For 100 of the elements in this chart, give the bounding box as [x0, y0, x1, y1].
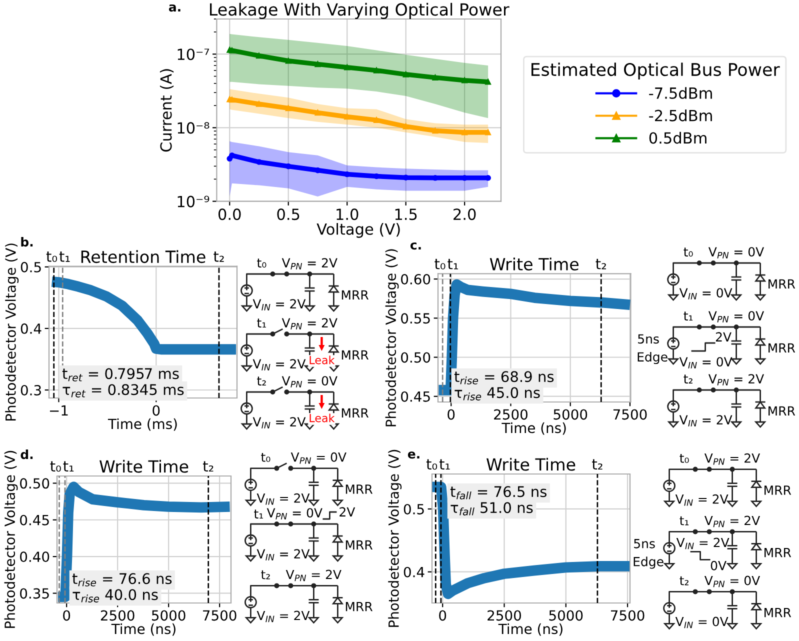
text: V$_{IN}$ = 2V [252, 359, 306, 370]
annotation: τ$_{ret}$ = 0.8345 ms [62, 384, 184, 398]
x-tick-label: 7500 [613, 409, 647, 420]
ref-line-label: t₀ [434, 258, 446, 270]
text: t₂ [680, 576, 688, 586]
ref-line-label: t₀ [50, 461, 61, 472]
y-axis-title: Current (A) [160, 69, 174, 152]
text: MRR [346, 602, 372, 612]
text: V$_{PN}$ = 2V [282, 318, 338, 330]
text: V$_{IN}$ = 0V [675, 616, 728, 628]
text: Leak [310, 414, 335, 422]
text: V$_{PN}$ = 0V [708, 247, 764, 258]
annotation: t$_{rise}$ = 68.9 ns [454, 371, 554, 384]
text: b. [21, 236, 33, 247]
y-tick-label: 0.50 [20, 478, 50, 489]
legend-label: -2.5dBm [649, 110, 712, 122]
text: V$_{PN}$ = 0V [708, 311, 764, 322]
text: MRR [346, 540, 372, 550]
y-tick-label: 10⁻⁸ [178, 122, 210, 134]
text: V$_{IN}$ = 2V [252, 299, 306, 310]
y-tick-label: 0.50 [401, 352, 430, 363]
text: MRR [342, 408, 368, 418]
ref-line-label: t₀ [46, 252, 58, 262]
text: 2V [340, 507, 356, 516]
text: V$_{PN}$ = 2V [282, 258, 338, 270]
x-tick-label: 0 [63, 610, 70, 621]
text: MRR [342, 350, 368, 360]
ref-line-label: t₀ [426, 459, 438, 470]
y-tick-label: 10⁻⁹ [178, 196, 210, 208]
ref-line-label: t₁ [439, 459, 450, 470]
text: Edge [634, 556, 664, 569]
y-tick-label: 0.5 [404, 504, 424, 514]
legend-label: -7.5dBm [649, 87, 712, 99]
text: V$_{PN}$ = 0V [282, 376, 338, 388]
ref-line-label: t₂ [202, 461, 214, 472]
text: MRR [342, 290, 368, 300]
text: V$_{IN}$ = 2V [256, 549, 310, 560]
text: MRR [764, 486, 792, 495]
text: t₁ [680, 516, 689, 526]
text: a. [168, 4, 180, 12]
legend-label: 0.5dBm [649, 132, 706, 144]
x-axis-title: Time (ns) [111, 623, 176, 636]
annotation: τ$_{rise}$ 45.0 ns [454, 387, 540, 400]
y-tick-label: 0.35 [20, 588, 49, 599]
chart-title: Retention Time [81, 250, 206, 264]
text: t₁ [257, 318, 266, 328]
x-tick-label: 7500 [611, 610, 644, 621]
text: t₁ [254, 510, 263, 518]
text: V$_{PN}$ = 2V [708, 374, 764, 386]
x-tick-label: 0.5 [277, 208, 300, 220]
x-tick-label: 7500 [203, 610, 236, 621]
text: Leak [310, 356, 335, 364]
y-axis-title: Photodetector Voltage (V) [385, 249, 399, 426]
y-tick-label: 0.55 [401, 313, 430, 324]
x-axis-title: Time (ns) [498, 623, 562, 636]
chart-title: Write Time [100, 460, 188, 473]
text: MRR [768, 279, 796, 288]
x-tick-label: 2500 [494, 409, 528, 420]
ref-line-label: t₂ [214, 252, 224, 262]
x-tick-label: 2.0 [454, 208, 476, 220]
x-tick-label: 5000 [549, 610, 583, 621]
ref-line-label: t₂ [592, 459, 602, 470]
text: 5ns [638, 334, 659, 344]
text: c. [410, 242, 421, 250]
annotation: τ$_{rise}$ 40.0 ns [72, 589, 158, 602]
ref-line-label: t₁ [59, 252, 70, 262]
chart-title: Write Time [486, 458, 576, 471]
y-tick-label: 0.45 [20, 514, 49, 526]
chart-title: Leakage With Varying Optical Power [210, 2, 510, 19]
x-axis-title: Voltage (V) [316, 223, 400, 238]
y-tick-label: 0.40 [20, 552, 50, 562]
y-tick-label: 0.3 [20, 384, 41, 396]
x-tick-label: 0 [448, 409, 455, 420]
text: t₀ [684, 248, 693, 257]
text: V$_{PN}$ = 0V [290, 452, 346, 464]
text: MRR [768, 343, 796, 352]
text: V$_{PN}$ = 2V [704, 453, 760, 465]
text: 0V [710, 560, 726, 570]
text: V$_{PN}$ = 2V [286, 570, 342, 582]
text: d. [20, 449, 33, 460]
text: MRR [346, 484, 372, 494]
ref-line-label: t₂ [596, 258, 606, 270]
text: MRR [768, 406, 796, 416]
x-tick-label: 0 [152, 405, 160, 416]
annotation: t$_{rise}$ = 76.6 ns [72, 573, 172, 586]
ref-line-label: t₁ [448, 258, 458, 270]
y-axis-title: Photodetector Voltage (V) [4, 450, 18, 628]
text: t₀ [261, 452, 270, 462]
x-tick-label: −1 [50, 405, 68, 416]
y-tick-label: 10⁻⁷ [178, 48, 210, 60]
text: t₂ [684, 374, 692, 384]
annotation: t$_{fall}$ = 76.5 ns [450, 486, 547, 500]
text: Edge [638, 352, 668, 364]
y-tick-label: 0.4 [20, 323, 42, 334]
x-tick-label: 0.0 [218, 208, 241, 220]
y-tick-label: 0.60 [401, 274, 430, 284]
x-tick-label: 0 [439, 610, 446, 621]
y-tick-label: 0.4 [404, 566, 424, 578]
text: t₂ [257, 376, 266, 386]
chart-title: Write Time [490, 258, 579, 270]
